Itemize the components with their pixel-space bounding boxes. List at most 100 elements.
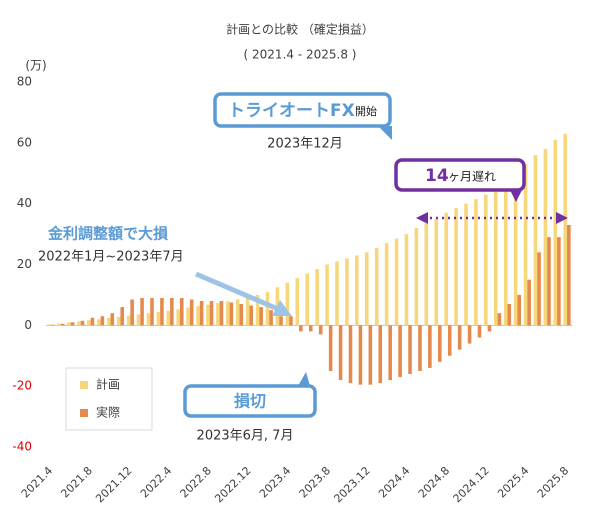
bar (285, 282, 290, 326)
x-tick-label: 2024.8 (416, 464, 452, 500)
bar (57, 323, 61, 326)
bar (229, 302, 234, 326)
y-tick-label: 80 (17, 75, 32, 89)
bar (474, 199, 478, 326)
bar (493, 188, 498, 326)
bar (106, 318, 111, 326)
x-tick-label: 2023.8 (297, 464, 333, 500)
bar (374, 247, 379, 326)
legend-swatch (80, 381, 88, 389)
annotation: 14 (425, 166, 449, 186)
bar (388, 325, 392, 381)
bar (384, 243, 389, 326)
bar (404, 234, 409, 326)
bar (444, 212, 448, 326)
bar (80, 320, 85, 326)
bar (563, 133, 568, 326)
annotation: 2022年1月~2023年7月 (38, 250, 184, 265)
callout-box (183, 384, 317, 418)
annotation: 2023年12月 (267, 137, 343, 152)
bar (50, 324, 55, 326)
bar (176, 309, 180, 326)
bar (150, 297, 154, 326)
bar (503, 182, 508, 326)
bar (47, 324, 51, 326)
bar (398, 325, 402, 378)
callout-pointer (298, 372, 310, 386)
bar (70, 322, 75, 326)
callout-box (394, 158, 526, 192)
bar (368, 325, 373, 385)
bar (77, 321, 81, 326)
bar (523, 164, 528, 326)
bar (414, 228, 419, 326)
bar (120, 307, 125, 326)
arrow-head (272, 300, 292, 316)
annotation: 損切 (234, 392, 266, 411)
bar (116, 316, 121, 326)
bar (67, 322, 71, 326)
bar (394, 238, 399, 326)
bar (199, 301, 204, 326)
bar (166, 310, 171, 326)
bar (467, 325, 472, 344)
bar (338, 325, 343, 381)
bar (543, 148, 548, 326)
x-tick-label: 2025.8 (535, 464, 571, 500)
y-tick-label: -20 (12, 379, 32, 393)
bar (408, 325, 412, 374)
bar (457, 325, 462, 350)
bar (130, 299, 134, 326)
annotation: ヶ月遅れ (448, 170, 496, 184)
x-tick-label: 2024.4 (376, 464, 412, 500)
bar (513, 173, 518, 326)
bar (219, 301, 224, 326)
bar (477, 325, 482, 338)
y-tick-label: 20 (17, 257, 32, 271)
bar (358, 325, 363, 385)
bar (547, 237, 551, 326)
y-tick-label: 0 (24, 318, 32, 332)
legend-swatch (80, 409, 88, 417)
bar (454, 208, 458, 326)
bar (325, 264, 329, 326)
bar (146, 313, 151, 326)
bar (209, 301, 214, 326)
x-tick-label: 2025.4 (495, 464, 531, 500)
bar (100, 316, 105, 326)
annotation: 開始 (355, 104, 377, 118)
bar (464, 203, 468, 326)
bar (279, 316, 283, 326)
x-tick-label: 2021.8 (58, 464, 94, 500)
bar (140, 297, 144, 326)
bar (60, 323, 65, 326)
bar (364, 252, 369, 326)
bar (186, 307, 190, 326)
bar (484, 194, 488, 326)
x-tick-label: 2022.8 (178, 464, 214, 500)
bar (567, 224, 571, 326)
arrow-head (556, 212, 568, 224)
bar (348, 325, 353, 384)
bar (245, 297, 250, 326)
bar (497, 313, 502, 326)
bar (527, 279, 531, 326)
x-tick-label: 2022.4 (138, 464, 174, 500)
bar (239, 304, 244, 326)
bar (289, 316, 293, 326)
callout-pointer (378, 126, 392, 140)
bar (424, 223, 429, 326)
bar (90, 317, 95, 326)
bar (189, 299, 194, 326)
bar (196, 306, 200, 326)
annotation: トライオートFX (228, 101, 355, 121)
bar (110, 313, 115, 326)
bar (557, 237, 561, 326)
x-tick-label: 2021.12 (93, 464, 134, 505)
x-tick-label: 2024.12 (451, 464, 492, 505)
bar (249, 305, 254, 326)
bar (226, 301, 230, 326)
bar (216, 303, 220, 326)
bar (355, 255, 359, 326)
